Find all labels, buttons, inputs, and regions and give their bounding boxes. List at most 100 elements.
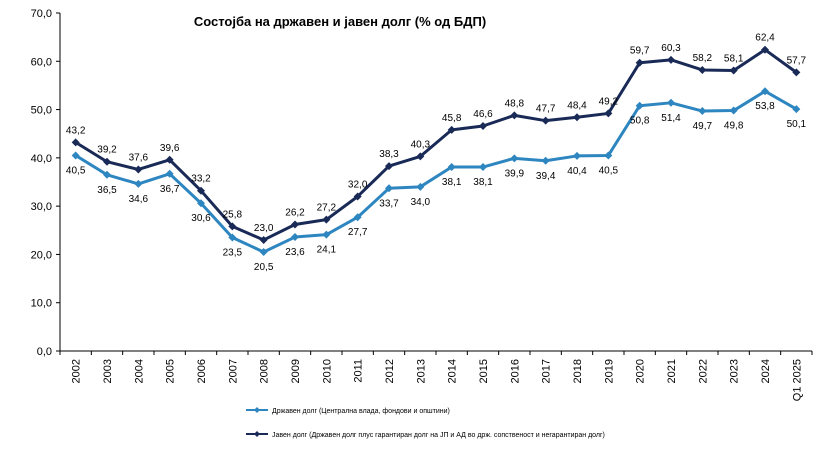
data-point <box>134 165 143 174</box>
y-tick-label: 60,0 <box>31 56 52 68</box>
x-tick-label: 2007 <box>227 359 239 383</box>
x-tick-label: 2022 <box>697 359 709 383</box>
data-point <box>353 192 362 201</box>
y-tick-label: 40,0 <box>31 153 52 165</box>
series-line-1 <box>74 89 798 254</box>
x-tick-label: 2009 <box>290 359 302 383</box>
legend-swatch-marker <box>254 431 260 437</box>
x-tick-label: 2014 <box>447 359 459 383</box>
data-label: 32,0 <box>348 179 368 190</box>
data-label: 59,7 <box>630 46 650 57</box>
data-point <box>416 152 425 161</box>
data-label: 24,1 <box>317 245 337 256</box>
data-point <box>259 235 268 244</box>
data-point <box>197 199 205 208</box>
x-tick-label: Q1 2025 <box>791 359 803 401</box>
data-point <box>385 184 393 193</box>
data-label: 36,7 <box>160 184 180 195</box>
data-point <box>447 125 456 134</box>
data-label: 49,2 <box>599 96 619 107</box>
data-point <box>479 163 487 172</box>
data-label: 38,1 <box>473 177 493 188</box>
data-label: 58,1 <box>724 53 744 64</box>
data-label: 38,3 <box>379 149 399 160</box>
y-tick-label: 10,0 <box>31 298 52 310</box>
data-point <box>761 87 769 96</box>
data-point <box>667 98 675 107</box>
x-axis-ticks: 2002 2003 2004 2005 2006 2007 2008 2009 2010 2011… <box>59 351 813 401</box>
data-point <box>604 151 613 160</box>
data-label: 34,0 <box>411 197 431 208</box>
data-point <box>291 220 299 229</box>
data-label: 40,4 <box>567 166 587 177</box>
data-point <box>228 233 237 242</box>
data-point <box>353 213 362 222</box>
data-label: 38,1 <box>442 177 462 188</box>
data-label: 23,0 <box>254 223 274 234</box>
legend: Државен долг (Централна влада, фондови и… <box>246 407 605 439</box>
data-point <box>416 182 425 191</box>
data-point <box>71 138 80 147</box>
data-label: 46,6 <box>473 109 493 120</box>
data-point <box>729 66 738 75</box>
data-label: 40,3 <box>411 139 431 150</box>
data-label: 25,8 <box>223 209 243 220</box>
data-label: 58,2 <box>693 53 713 64</box>
data-label: 57,7 <box>787 55 807 66</box>
data-label: 51,4 <box>661 113 681 124</box>
x-tick-label: 2024 <box>760 359 772 383</box>
data-point <box>291 233 299 242</box>
data-label: 33,7 <box>379 198 399 209</box>
x-tick-label: 2017 <box>541 359 553 383</box>
legend-label: Државен долг (Централна влада, фондови и… <box>272 408 450 415</box>
data-label: 39,6 <box>160 143 180 154</box>
data-label: 39,4 <box>536 171 556 182</box>
data-label: 48,8 <box>505 98 525 109</box>
data-label: 47,7 <box>536 104 556 115</box>
x-tick-label: 2012 <box>384 359 396 383</box>
data-label: 23,6 <box>285 247 305 258</box>
data-point <box>573 151 581 160</box>
data-point <box>479 121 487 130</box>
data-point <box>103 157 111 166</box>
data-label: 20,5 <box>254 262 274 273</box>
x-tick-label: 2011 <box>353 359 365 383</box>
data-point <box>698 107 707 116</box>
x-tick-label: 2019 <box>603 359 615 383</box>
data-point <box>698 65 707 74</box>
data-label: 60,3 <box>661 43 681 54</box>
y-tick-label: 70,0 <box>31 8 52 20</box>
x-tick-label: 2002 <box>71 359 83 383</box>
data-point <box>385 162 393 171</box>
data-point <box>103 170 111 179</box>
data-label: 37,6 <box>129 152 149 163</box>
x-tick-label: 2006 <box>196 359 208 383</box>
data-label: 27,2 <box>317 203 337 214</box>
data-label: 39,2 <box>97 145 117 156</box>
data-point <box>134 179 143 188</box>
data-label: 39,9 <box>505 168 525 179</box>
x-tick-label: 2003 <box>102 359 114 383</box>
chart-title: Состојба на државен и јавен долг (% од Б… <box>194 14 486 29</box>
y-tick-label: 30,0 <box>31 201 52 213</box>
x-tick-label: 2015 <box>478 359 490 383</box>
data-point <box>792 68 801 77</box>
legend-label: Јавен долг (Државен долг плус гарантиран… <box>272 432 605 439</box>
x-tick-label: 2004 <box>133 359 145 383</box>
y-tick-label: 20,0 <box>31 249 52 261</box>
legend-swatch-marker <box>254 407 260 413</box>
x-tick-label: 2013 <box>415 359 427 383</box>
data-label: 50,1 <box>787 119 807 130</box>
data-point <box>729 106 738 115</box>
x-tick-label: 2018 <box>572 359 584 383</box>
data-point <box>322 215 331 224</box>
y-tick-label: 50,0 <box>31 105 52 117</box>
y-axis-ticks: 0,0 10,0 20,0 30,0 40,0 50,0 60,0 70,0 <box>31 8 60 358</box>
data-label: 33,2 <box>191 174 211 185</box>
data-label: 40,5 <box>599 165 619 176</box>
data-point <box>667 55 675 64</box>
x-tick-label: 2005 <box>165 359 177 383</box>
data-label: 27,7 <box>348 227 368 238</box>
